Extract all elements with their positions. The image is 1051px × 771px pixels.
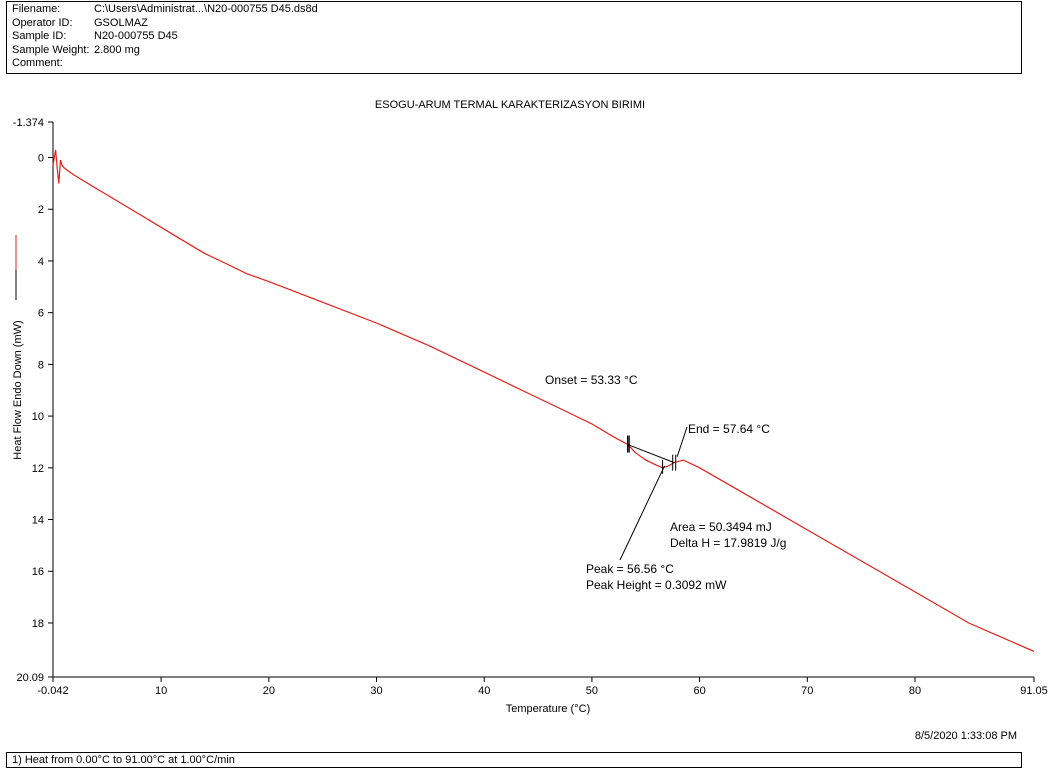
info-row-sample-weight: Sample Weight: 2.800 mg: [12, 44, 1021, 58]
y-tick-label: 16: [32, 566, 44, 578]
peak-height-label: Peak Height = 0.3092 mW: [586, 578, 727, 592]
info-key: Sample ID:: [12, 30, 67, 42]
onset-label: Onset = 53.33 °C: [545, 373, 638, 387]
x-tick-label: -0.042: [37, 685, 68, 697]
info-row-filename: Filename: C:\Users\Administrat...\N20-00…: [12, 3, 1021, 17]
y-tick-label: 14: [32, 515, 44, 527]
axes: -1.374 0 2 4 6 8 10 12 14 16 18 20.09-0.042 10 20 30 40…: [13, 117, 1048, 697]
area-label: Area = 50.3494 mJ: [670, 520, 772, 534]
end-label: End = 57.64 °C: [688, 422, 770, 436]
x-tick-label: 91.05: [1020, 685, 1048, 697]
y-tick-label: 12: [32, 463, 44, 475]
x-tick-label: 60: [693, 685, 705, 697]
y-tick-label: 20.09: [16, 672, 44, 684]
info-row-operator: Operator ID: GSOLMAZ: [12, 17, 1021, 31]
annotation-layer: Onset = 53.33 °C End = 57.64 °C Area = 50.…: [545, 373, 786, 592]
y-tick-label: 0: [38, 153, 44, 165]
x-tick-label: 20: [263, 685, 275, 697]
dsc-chart: ESOGU-ARUM TERMAL KARAKTERIZASYON BIRIMI…: [12, 99, 1048, 715]
info-value: C:\Users\Administrat...\N20-000755 D45.d…: [94, 3, 318, 15]
y-axis-label: Heat Flow Endo Down (mW): [12, 320, 24, 459]
info-value: GSOLMAZ: [94, 16, 148, 29]
y-tick-label: 4: [38, 256, 44, 268]
delta-h-label: Delta H = 17.9819 J/g: [670, 536, 786, 550]
y-tick-label: 2: [38, 204, 44, 216]
chart-title: ESOGU-ARUM TERMAL KARAKTERIZASYON BIRIMI: [375, 99, 645, 111]
info-value: 2.800 mg: [94, 43, 140, 56]
timestamp: 8/5/2020 1:33:08 PM: [914, 730, 1017, 742]
peak-label: Peak = 56.56 °C: [586, 562, 674, 576]
info-key: Sample Weight:: [12, 43, 90, 56]
info-key: Filename:: [12, 3, 61, 15]
y-tick-label: -1.374: [13, 117, 44, 129]
y-axis-label-group: Heat Flow Endo Down (mW): [12, 235, 24, 460]
x-axis-label: Temperature (°C): [506, 703, 590, 715]
info-row-sample-id: Sample ID: N20-000755 D45: [12, 30, 1021, 44]
x-tick-label: 30: [370, 685, 382, 697]
y-tick-label: 8: [38, 359, 44, 371]
heat-flow-curve: [52, 149, 1035, 652]
curve-layer: [52, 149, 1035, 652]
y-tick-label: 18: [32, 618, 44, 630]
info-key: Comment:: [12, 57, 63, 69]
x-tick-label: 50: [586, 685, 598, 697]
method-text: 1) Heat from 0.00°C to 91.00°C at 1.00°C…: [12, 754, 235, 766]
end-leader-line: [676, 426, 688, 457]
method-box: 1) Heat from 0.00°C to 91.00°C at 1.00°C…: [6, 752, 1022, 768]
info-value: N20-000755 D45: [94, 30, 178, 42]
x-tick-label: 10: [155, 685, 167, 697]
x-tick-label: 40: [478, 685, 490, 697]
peak-leader-line: [619, 465, 666, 561]
x-tick-label: 80: [909, 685, 921, 697]
baseline-line: [627, 444, 675, 464]
sample-info-box: Filename: C:\Users\Administrat...\N20-00…: [6, 1, 1022, 74]
y-tick-label: 10: [32, 411, 44, 423]
info-row-comment: Comment:: [12, 57, 1021, 71]
info-key: Operator ID:: [12, 16, 73, 29]
y-tick-label: 6: [38, 308, 44, 320]
x-tick-label: 70: [801, 685, 813, 697]
